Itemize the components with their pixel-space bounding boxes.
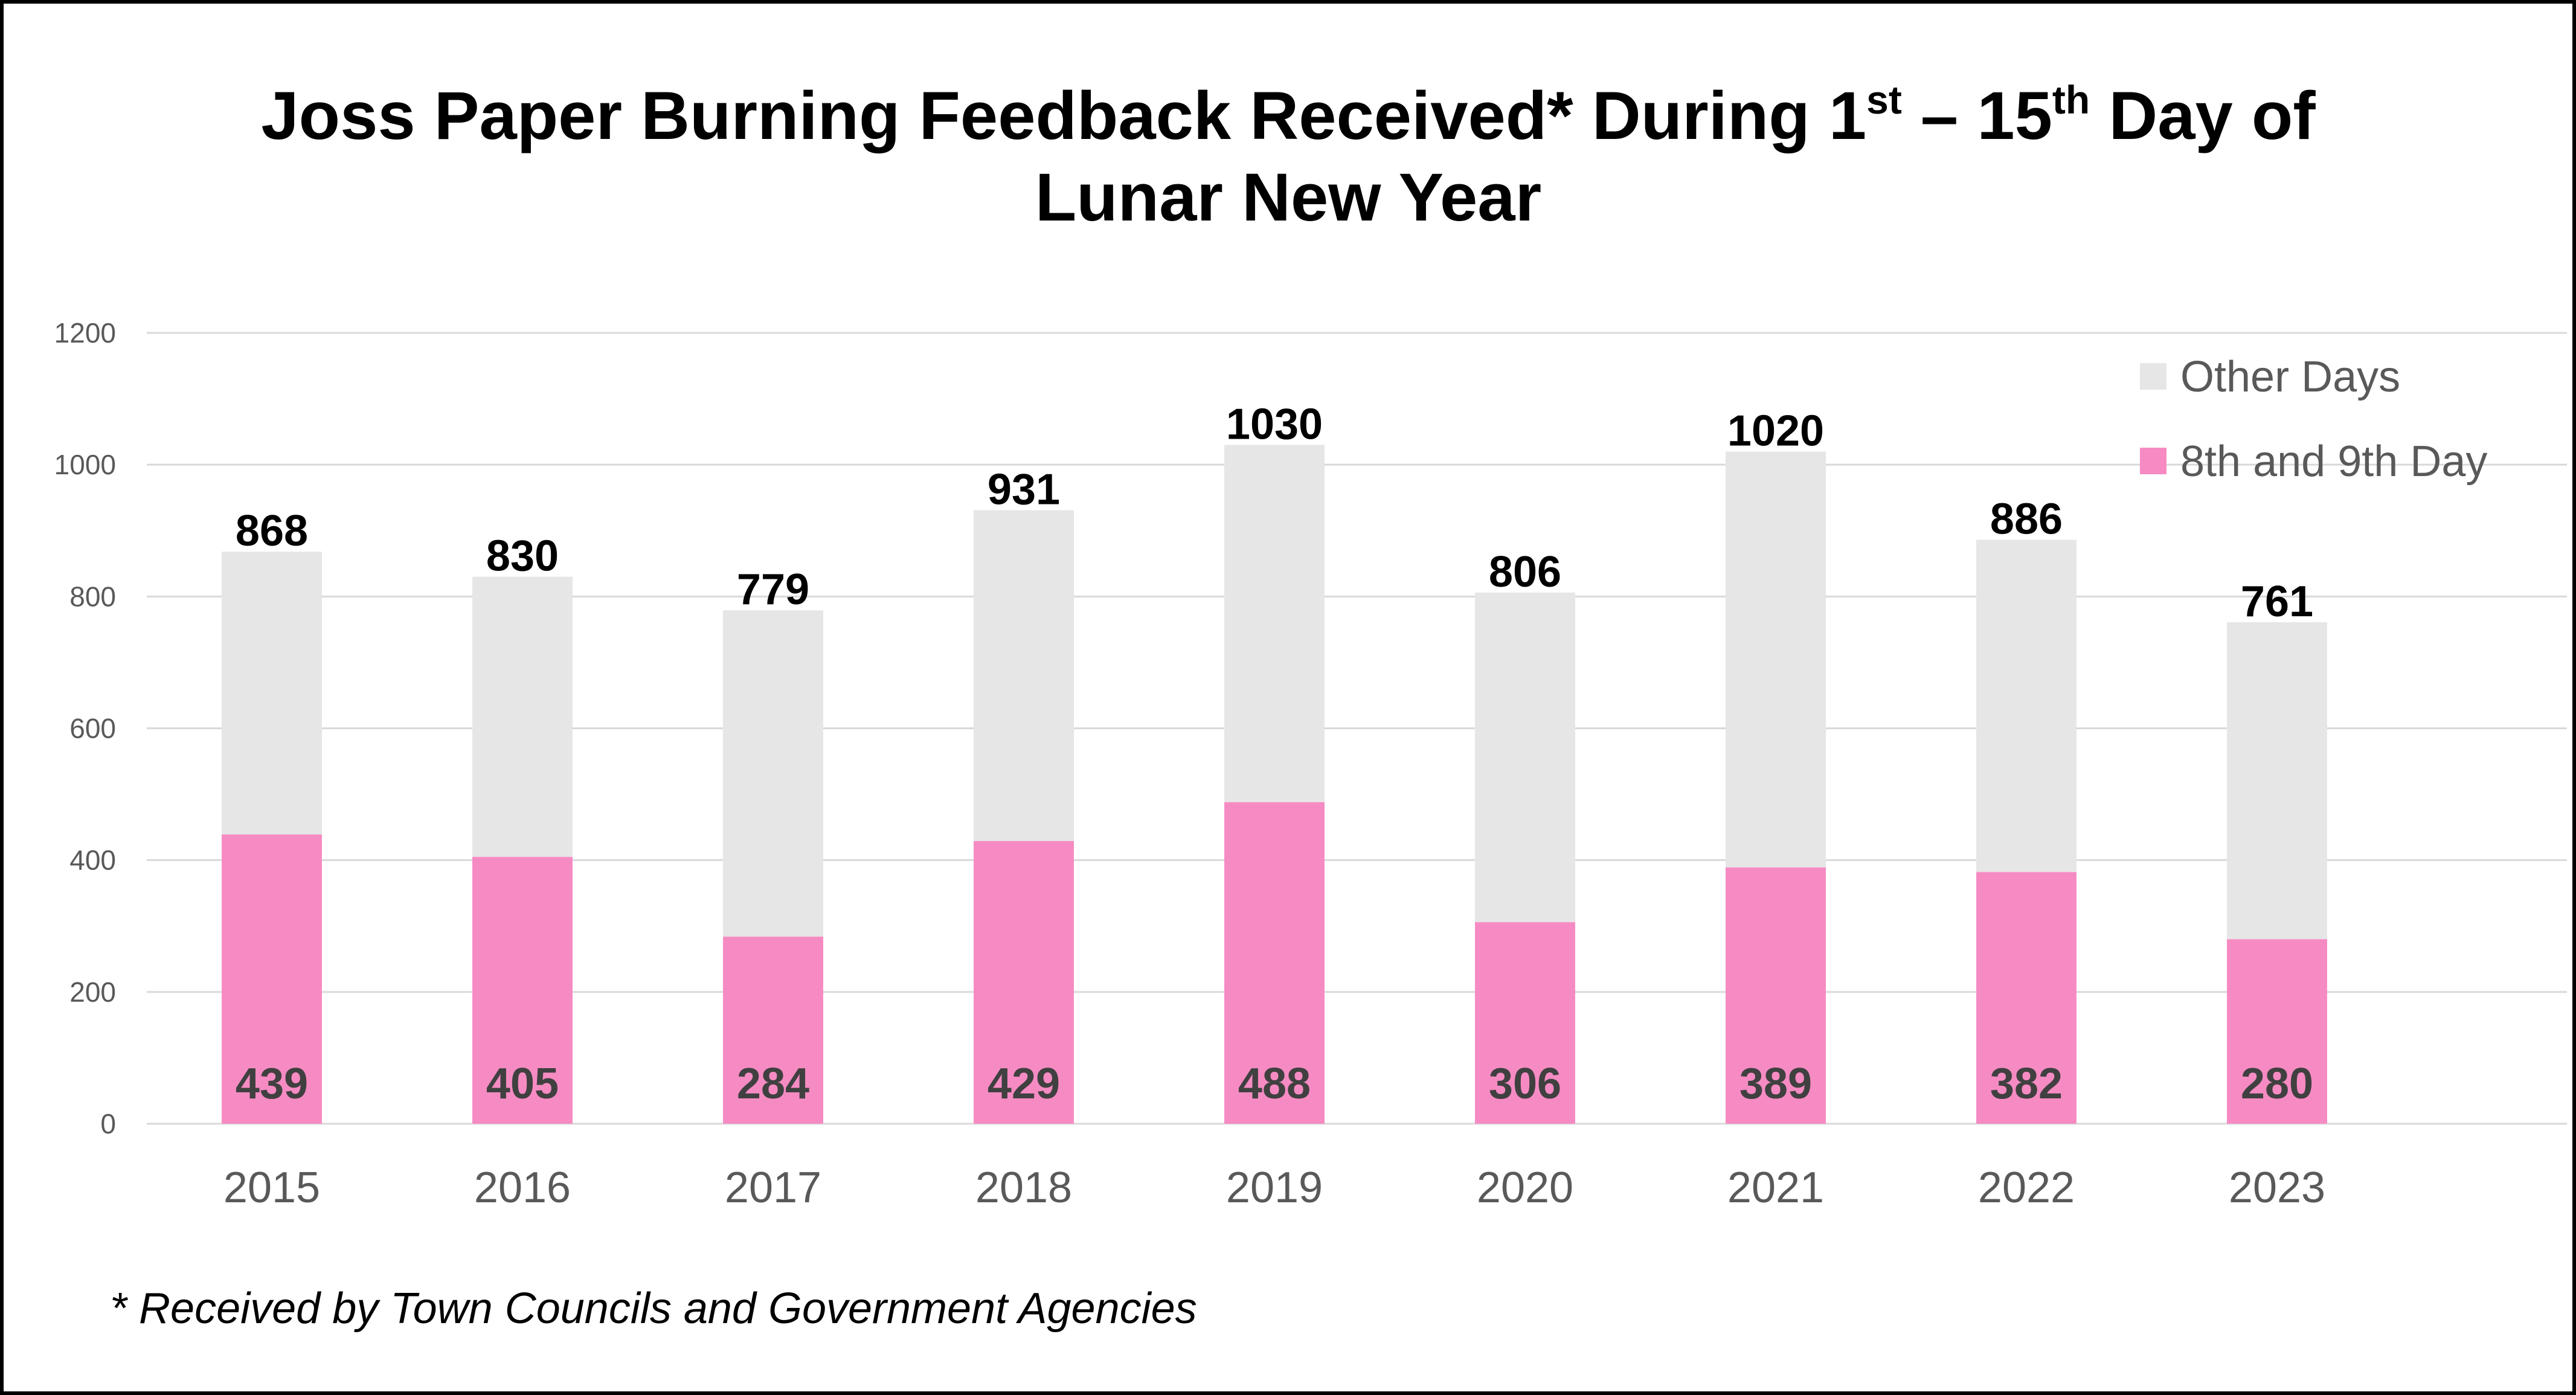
bar-other-days-2018 <box>974 510 1074 842</box>
bar-other-days-2016 <box>472 576 573 857</box>
chart-title-line1: Joss Paper Burning Feedback Received* Du… <box>261 77 2316 153</box>
x-tick-label: 2018 <box>975 1164 1072 1212</box>
x-axis: 2015 2016 2017 2018 2019 2020 2021 2022 2023 <box>223 1164 2325 1212</box>
bars <box>222 445 2327 1124</box>
data-label-total: 886 <box>1990 495 2063 544</box>
data-label-total: 830 <box>486 532 559 581</box>
data-label-total: 779 <box>737 565 809 614</box>
data-label-total: 1020 <box>1727 407 1824 455</box>
data-label-8th-9th-day: 405 <box>486 1060 559 1108</box>
y-tick-label: 1200 <box>54 317 116 349</box>
x-tick-label: 2021 <box>1727 1164 1824 1212</box>
data-label-total: 868 <box>236 507 308 555</box>
x-tick-label: 2015 <box>223 1164 320 1212</box>
bar-8th-9th-day-2021 <box>1726 867 1826 1124</box>
data-label-8th-9th-day: 306 <box>1489 1060 1561 1108</box>
bar-other-days-2023 <box>2227 622 2327 939</box>
bar-8th-9th-day-2016 <box>472 857 573 1124</box>
y-tick-label: 0 <box>100 1108 116 1139</box>
data-label-8th-9th-day: 488 <box>1238 1060 1311 1108</box>
data-label-total: 931 <box>988 465 1060 514</box>
x-tick-label: 2020 <box>1477 1164 1573 1212</box>
data-labels: 439 868 405 830 284 779 429 931 488 1030 306 806 389… <box>236 400 2313 1108</box>
legend-label: 8th and 9th Day <box>2180 437 2487 486</box>
bar-8th-9th-day-2018 <box>974 841 1074 1124</box>
bar-8th-9th-day-2015 <box>222 834 322 1124</box>
x-tick-label: 2017 <box>725 1164 821 1212</box>
bar-other-days-2020 <box>1475 592 1575 923</box>
bar-other-days-2017 <box>723 610 823 937</box>
x-tick-label: 2022 <box>1978 1164 2075 1212</box>
bar-8th-9th-day-2020 <box>1475 922 1575 1124</box>
data-label-8th-9th-day: 284 <box>737 1060 809 1108</box>
y-tick-label: 400 <box>69 845 116 876</box>
bar-other-days-2022 <box>1976 540 2077 872</box>
y-tick-label: 200 <box>69 976 116 1008</box>
chart-title-line2: Lunar New Year <box>1035 159 1541 235</box>
data-label-8th-9th-day: 389 <box>1739 1060 1812 1108</box>
data-label-8th-9th-day: 382 <box>1990 1060 2063 1108</box>
footnote: * Received by Town Councils and Governme… <box>110 1284 1197 1333</box>
bar-8th-9th-day-2019 <box>1224 802 1325 1124</box>
data-label-total: 806 <box>1489 548 1561 596</box>
bar-8th-9th-day-2023 <box>2227 939 2327 1124</box>
x-tick-label: 2019 <box>1226 1164 1323 1212</box>
legend-swatch <box>2140 448 2166 474</box>
data-label-8th-9th-day: 280 <box>2241 1060 2313 1108</box>
y-axis: 0 200 400 600 800 1000 1200 <box>54 317 116 1139</box>
legend-label: Other Days <box>2180 353 2400 401</box>
y-tick-label: 600 <box>69 713 116 744</box>
data-label-8th-9th-day: 439 <box>236 1060 308 1108</box>
data-label-8th-9th-day: 429 <box>988 1060 1060 1108</box>
bar-other-days-2021 <box>1726 451 1826 868</box>
y-tick-label: 800 <box>69 581 116 612</box>
legend-swatch <box>2140 363 2166 390</box>
bar-8th-9th-day-2017 <box>723 936 823 1124</box>
data-label-total: 1030 <box>1226 400 1323 448</box>
x-tick-label: 2023 <box>2229 1164 2325 1212</box>
x-tick-label: 2016 <box>474 1164 571 1212</box>
bar-other-days-2015 <box>222 552 322 835</box>
y-tick-label: 1000 <box>54 449 116 480</box>
data-label-total: 761 <box>2241 578 2313 626</box>
bar-8th-9th-day-2022 <box>1976 872 2077 1124</box>
bar-other-days-2019 <box>1224 445 1325 802</box>
legend: Other Days 8th and 9th Day <box>2140 353 2487 486</box>
